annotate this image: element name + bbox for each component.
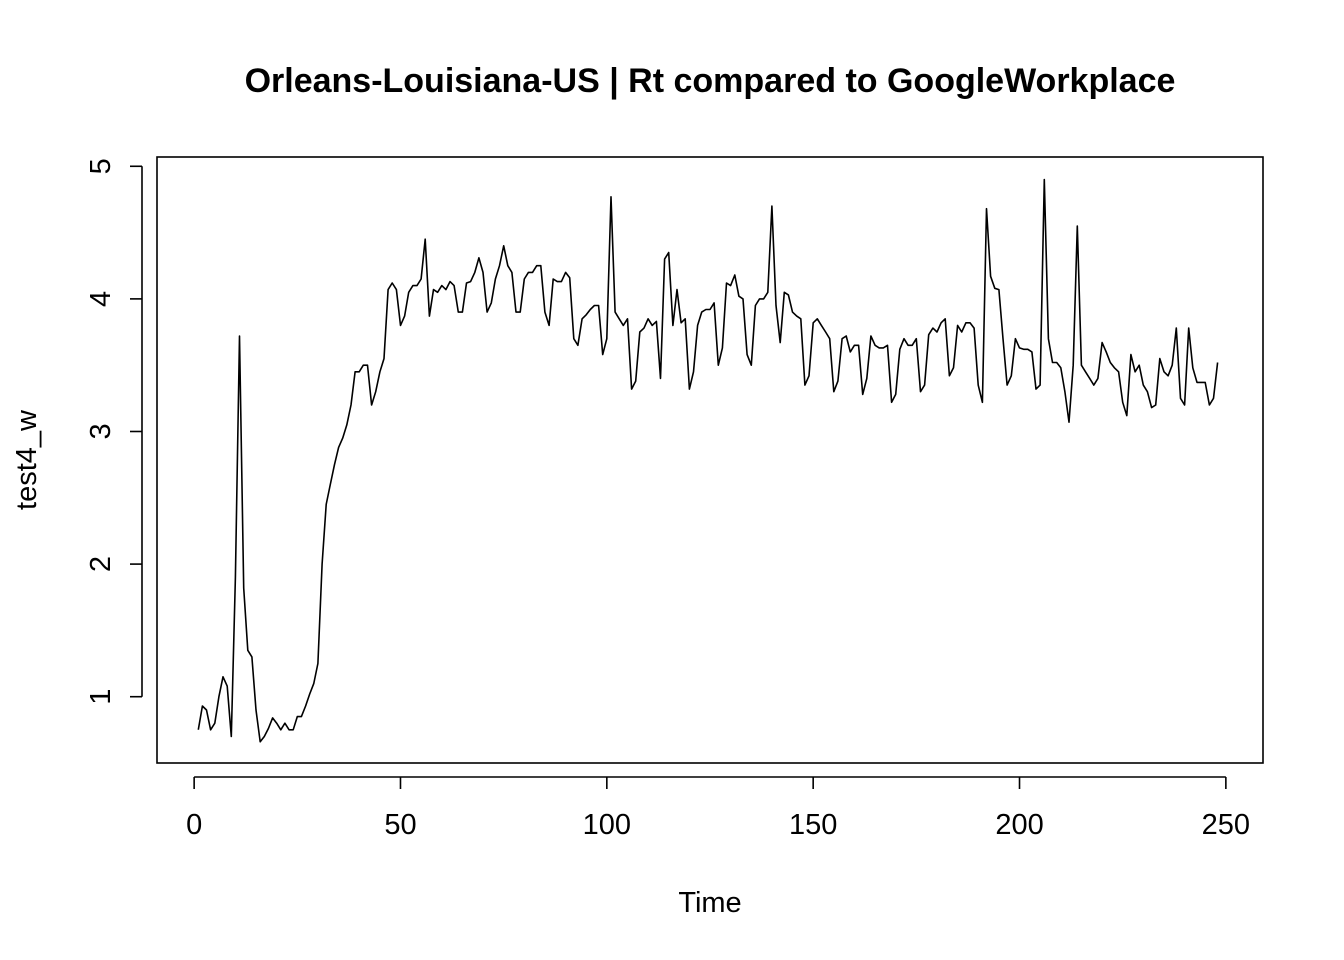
y-tick-label: 4 xyxy=(85,291,117,307)
y-axis-label: test4_w xyxy=(11,409,43,510)
y-tick-label: 5 xyxy=(85,158,117,174)
series-line xyxy=(197,178,1219,743)
x-axis-label: Time xyxy=(678,887,741,919)
x-axis: 0 50 100 150 200 250 xyxy=(186,776,1250,841)
y-axis: 1 2 3 4 5 xyxy=(85,158,143,705)
y-tick-label: 2 xyxy=(85,556,117,572)
x-tick-label: 200 xyxy=(995,809,1043,841)
plot-area-border xyxy=(156,156,1264,764)
y-tick-label: 3 xyxy=(85,423,117,439)
x-tick-label: 50 xyxy=(384,809,416,841)
x-tick-label: 150 xyxy=(789,809,837,841)
x-tick-label: 0 xyxy=(186,809,202,841)
x-tick-label: 100 xyxy=(583,809,631,841)
series-layer xyxy=(197,178,1219,743)
chart-title: Orleans-Louisiana-US | Rt compared to Go… xyxy=(245,62,1176,100)
x-tick-label: 250 xyxy=(1202,809,1250,841)
y-tick-label: 1 xyxy=(85,689,117,705)
